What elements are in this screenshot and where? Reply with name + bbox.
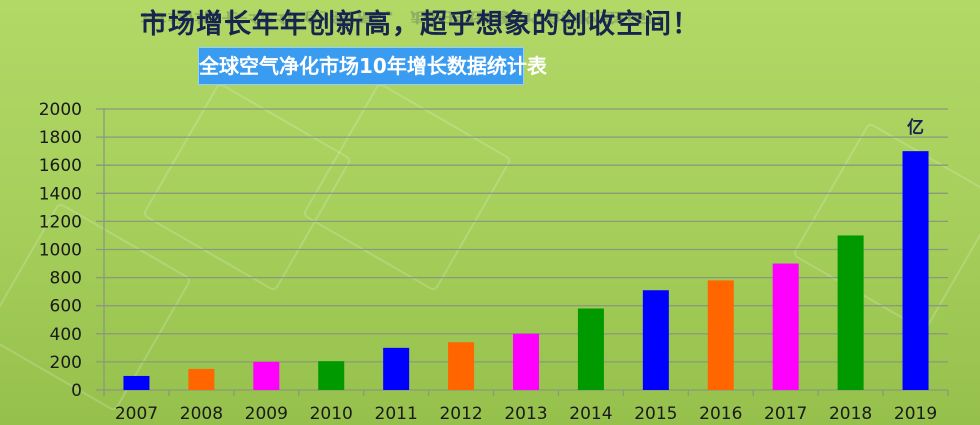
chart-title: 全球空气净化市场10年增长数据统计表 (198, 47, 547, 85)
bar-2016 (707, 280, 734, 390)
bar-2008 (188, 368, 215, 390)
bar-2015 (642, 290, 669, 390)
x-tick-label: 2016 (699, 404, 742, 424)
bar-2012 (448, 342, 475, 390)
bar-2019 (902, 151, 929, 390)
x-tick-label: 2011 (375, 404, 418, 424)
y-tick-label: 1200 (39, 212, 82, 232)
x-tick-label: 2010 (310, 404, 353, 424)
y-tick-label: 1000 (39, 241, 82, 261)
bar-2014 (577, 308, 604, 390)
bar-2009 (253, 361, 280, 390)
y-tick-label: 0 (71, 381, 82, 401)
x-tick-label: 2012 (439, 404, 482, 424)
y-tick-label: 2000 (39, 100, 82, 120)
y-tick-label: 1800 (39, 128, 82, 148)
y-tick-label: 800 (50, 269, 82, 289)
y-tick-label: 400 (50, 325, 82, 345)
x-tick-label: 2014 (569, 404, 612, 424)
unit-label: 亿 (907, 117, 924, 138)
bar-2018 (837, 235, 864, 390)
x-tick-label: 2007 (115, 404, 158, 424)
x-tick-label: 2017 (764, 404, 807, 424)
x-tick-label: 2013 (504, 404, 547, 424)
x-tick-label: 2008 (180, 404, 223, 424)
x-tick-label: 2018 (829, 404, 872, 424)
bar-2017 (772, 263, 799, 390)
bar-2007 (123, 375, 150, 390)
y-tick-label: 600 (50, 297, 82, 317)
bar-2011 (383, 347, 410, 390)
x-tick-label: 2009 (245, 404, 288, 424)
bar-2010 (318, 361, 345, 390)
x-tick-label: 2019 (894, 404, 937, 424)
x-tick-label: 2015 (634, 404, 677, 424)
y-tick-label: 1600 (39, 156, 82, 176)
y-tick-label: 200 (50, 353, 82, 373)
bar-2013 (513, 333, 539, 390)
y-tick-label: 1400 (39, 184, 82, 204)
